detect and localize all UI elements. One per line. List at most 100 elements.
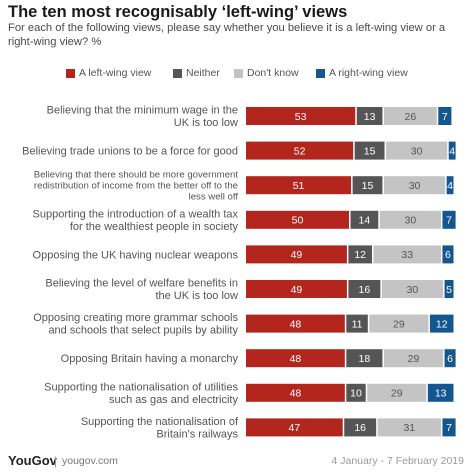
legend-swatch-right-wing (316, 68, 325, 78)
legend-label-dont-know: Don't know (247, 67, 299, 79)
data-label-a-right-wing-view-8: 6 (447, 353, 453, 365)
data-label-a-right-wing-view-2: 4 (449, 145, 455, 157)
legend-item-right-wing: A right-wing view (316, 67, 408, 79)
bar-segment-a-right-wing-view-10 (442, 418, 456, 437)
data-label-a-left-wing-view-1: 53 (295, 111, 307, 123)
bar-segment-neither-6 (348, 280, 381, 298)
data-label-don-t-know-3: 30 (409, 180, 421, 192)
bar-segment-a-left-wing-view-3 (246, 176, 352, 195)
bar-segment-a-right-wing-view-3 (446, 176, 454, 195)
data-label-neither-6: 16 (359, 284, 371, 296)
data-label-a-right-wing-view-7: 12 (436, 318, 448, 330)
category-label-10: Supporting the nationalisation of Britain… (81, 416, 239, 441)
bar-segment-a-left-wing-view-7 (246, 314, 345, 333)
bar-segment-neither-3 (352, 176, 383, 195)
data-label-a-left-wing-view-10: 47 (289, 422, 301, 434)
legend-item-left-wing: A left-wing view (66, 67, 151, 79)
data-label-neither-3: 15 (362, 180, 374, 192)
category-label-3: Believing that there should be more gove… (34, 170, 239, 203)
data-label-don-t-know-10: 31 (403, 422, 415, 434)
footer-site: yougov.com (62, 455, 118, 467)
category-label-4: Supporting the introduction of a wealth … (33, 208, 239, 233)
data-label-don-t-know-1: 26 (405, 111, 417, 123)
bar-segment-a-left-wing-view-9 (246, 383, 345, 402)
data-label-a-left-wing-view-4: 50 (292, 215, 304, 227)
data-label-neither-8: 18 (359, 353, 371, 365)
bar-segment-a-left-wing-view-10 (246, 418, 343, 437)
data-label-don-t-know-8: 29 (408, 353, 420, 365)
bar-segment-neither-1 (356, 107, 383, 125)
category-label-7: Opposing creating more grammar schools an… (33, 312, 238, 337)
bar-segment-don-t-know-9 (367, 383, 427, 402)
data-label-a-right-wing-view-10: 7 (446, 422, 452, 434)
legend-swatch-neither (173, 68, 182, 78)
category-label-6: Believing the level of welfare benefits … (45, 278, 238, 303)
bar-segment-a-right-wing-view-5 (442, 245, 454, 264)
data-label-neither-5: 12 (354, 249, 366, 261)
bar-segment-neither-7 (346, 314, 368, 333)
bar-segment-a-right-wing-view-4 (442, 210, 456, 229)
category-label-5: Opposing the UK having nuclear weapons (33, 249, 239, 261)
data-label-a-left-wing-view-5: 49 (291, 249, 303, 261)
bar-segment-don-t-know-2 (386, 141, 448, 160)
bar-segment-a-right-wing-view-6 (444, 280, 454, 298)
bar-segment-don-t-know-7 (369, 314, 429, 333)
chart-subtitle: For each of the following views, please … (8, 22, 446, 48)
bar-segment-neither-4 (350, 210, 379, 229)
bar-segment-a-right-wing-view-2 (448, 141, 456, 160)
footer-separator: | (54, 454, 58, 468)
legend-item-neither: Neither (173, 67, 220, 79)
legend-item-dont-know: Don't know (234, 67, 299, 79)
bar-segment-neither-10 (344, 418, 377, 437)
yougov-logo: YouGov (8, 453, 57, 468)
bar-segment-a-right-wing-view-8 (444, 349, 456, 368)
bar-segment-neither-5 (348, 245, 372, 264)
data-label-a-right-wing-view-3: 4 (447, 180, 453, 192)
data-label-neither-9: 10 (350, 388, 362, 400)
legend-label-left-wing: A left-wing view (79, 67, 152, 79)
legend-label-neither: Neither (186, 67, 220, 79)
data-label-neither-4: 14 (359, 215, 371, 227)
category-label-8: Opposing Britain having a monarchy (61, 353, 239, 365)
bar-segment-don-t-know-6 (381, 280, 444, 298)
category-label-2: Believing trade unions to be a force for… (22, 145, 238, 157)
bar-segment-don-t-know-8 (383, 349, 444, 368)
bar-segment-a-left-wing-view-6 (246, 280, 347, 298)
data-label-a-left-wing-view-6: 49 (291, 284, 303, 296)
data-label-don-t-know-5: 33 (401, 249, 413, 261)
data-label-a-right-wing-view-6: 5 (446, 284, 452, 296)
bar-segment-a-right-wing-view-7 (429, 314, 454, 333)
bar-segment-a-left-wing-view-1 (246, 107, 356, 125)
bar-segment-don-t-know-10 (377, 418, 441, 437)
data-label-a-right-wing-view-5: 6 (445, 249, 451, 261)
data-label-neither-7: 11 (352, 318, 363, 330)
data-label-a-right-wing-view-1: 7 (442, 111, 448, 123)
data-label-don-t-know-2: 30 (411, 145, 423, 157)
bar-segment-a-left-wing-view-5 (246, 245, 347, 264)
data-label-don-t-know-7: 29 (393, 318, 405, 330)
legend-swatch-left-wing (66, 68, 75, 78)
data-label-don-t-know-6: 30 (407, 284, 419, 296)
data-label-a-left-wing-view-2: 52 (294, 145, 306, 157)
bar-segment-neither-2 (354, 141, 385, 160)
data-label-a-left-wing-view-9: 48 (290, 388, 302, 400)
legend-label-right-wing: A right-wing view (329, 67, 408, 79)
data-label-don-t-know-4: 30 (405, 215, 417, 227)
data-label-a-left-wing-view-7: 48 (290, 318, 302, 330)
bar-segment-a-left-wing-view-8 (246, 349, 345, 368)
bar-segment-neither-8 (346, 349, 383, 368)
bar-segment-a-right-wing-view-9 (427, 383, 454, 402)
data-label-a-right-wing-view-4: 7 (446, 215, 452, 227)
data-label-a-right-wing-view-9: 13 (435, 388, 447, 400)
bar-segment-a-left-wing-view-4 (246, 210, 349, 229)
bar-segment-don-t-know-3 (383, 176, 446, 195)
chart-title: The ten most recognisably ‘left-wing’ vi… (8, 3, 348, 21)
category-label-1: Believing that the minimum wage in the UK… (47, 105, 238, 130)
data-label-don-t-know-9: 29 (391, 388, 403, 400)
footer-dates: 4 January - 7 February 2019 (331, 455, 465, 467)
data-label-neither-2: 15 (364, 145, 376, 157)
data-label-a-left-wing-view-3: 51 (293, 180, 305, 192)
bar-segment-don-t-know-4 (379, 210, 441, 229)
legend-swatch-dont-know (234, 68, 243, 78)
